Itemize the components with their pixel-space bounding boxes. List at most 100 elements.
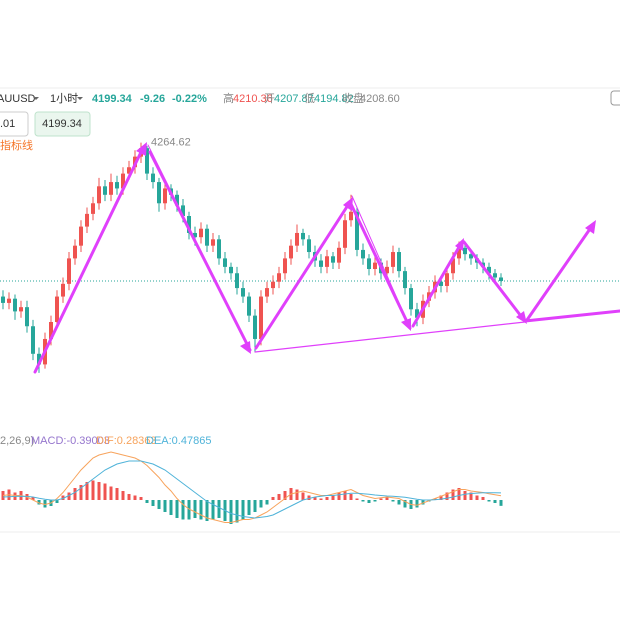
macd-bar	[295, 489, 299, 500]
candle-body	[493, 273, 497, 278]
candle-body	[157, 182, 161, 204]
arrow-head	[585, 220, 596, 234]
dropdown-icon[interactable]	[77, 97, 83, 100]
macd-bar	[493, 500, 497, 503]
macd-bar	[145, 500, 149, 503]
candle-body	[265, 288, 269, 297]
macd-bar	[133, 495, 137, 500]
candle-body	[457, 247, 461, 259]
candle-body	[487, 266, 491, 274]
macd-bar	[31, 497, 35, 500]
macd-bar	[421, 500, 425, 505]
indicator-link[interactable]: 指标线	[0, 138, 33, 152]
candle-body	[295, 232, 299, 246]
candle-body	[175, 194, 179, 206]
macd-bar	[235, 500, 239, 523]
macd-bar	[397, 500, 401, 505]
neckline	[254, 321, 526, 353]
candle-body	[361, 249, 365, 259]
price-change-pct: -0.22%	[172, 93, 207, 105]
candle-body	[223, 258, 227, 267]
arrow-heads	[136, 142, 596, 354]
candle-body	[109, 182, 113, 195]
candle-body	[397, 252, 401, 272]
macd-bar	[151, 500, 155, 506]
macd-bar	[349, 494, 353, 500]
macd-bar	[313, 497, 317, 500]
candle-body	[463, 247, 467, 255]
high-label: 高	[223, 91, 234, 105]
macd-bar	[271, 497, 275, 500]
macd-bar	[157, 500, 161, 509]
macd-bar	[283, 491, 287, 500]
macd-bar	[253, 500, 257, 512]
open-value: 4207.87	[274, 93, 314, 105]
macd-bar	[259, 500, 263, 508]
input-text[interactable]: .01	[0, 118, 15, 130]
arrow-head	[516, 311, 527, 324]
candle-body	[439, 281, 443, 286]
candle-body	[49, 322, 53, 339]
arrow-head	[240, 341, 251, 354]
settings-button[interactable]	[610, 90, 620, 106]
macd-bar	[445, 492, 449, 500]
macd-bar	[67, 492, 71, 500]
low-value: 4194.82	[314, 93, 354, 105]
candle-body	[409, 288, 413, 310]
candle-body	[85, 213, 89, 227]
candle-body	[67, 258, 71, 284]
candle-body	[127, 167, 131, 174]
candle-body	[91, 203, 95, 214]
interval[interactable]: 1小时	[50, 92, 78, 105]
wave-arrow	[411, 240, 464, 328]
price-box-text[interactable]: 4199.34	[42, 118, 82, 130]
macd-bar	[463, 491, 467, 500]
candle-body	[343, 220, 347, 248]
candle-body	[7, 298, 11, 303]
candle-body	[145, 148, 149, 174]
candle-body	[13, 298, 17, 312]
neckline	[523, 309, 620, 323]
macd-bar	[379, 498, 383, 500]
macd-bar	[439, 495, 443, 500]
symbol[interactable]: AUUSD	[0, 93, 36, 105]
candle-body	[181, 205, 185, 216]
macd-bar	[181, 500, 185, 520]
candle-body	[301, 232, 305, 240]
candle-body	[253, 315, 257, 339]
wave-arrow	[462, 240, 526, 322]
candle-body	[229, 266, 233, 274]
candle-body	[73, 245, 77, 259]
wave-arrow	[525, 224, 594, 322]
candle-body	[163, 188, 167, 204]
macd-bar	[199, 500, 203, 520]
macd-bar	[121, 491, 125, 500]
price-box[interactable]	[34, 111, 91, 137]
macd-bar	[61, 495, 65, 500]
candle-body	[79, 226, 83, 246]
open-label: 开	[264, 93, 275, 105]
macd-bar	[331, 495, 335, 500]
candle-body	[355, 211, 359, 250]
macd-bar	[211, 500, 215, 520]
macd-bar	[319, 498, 323, 500]
arrow-head	[136, 142, 147, 156]
candle-body	[445, 273, 449, 286]
candle-body	[97, 186, 101, 204]
arrow-head	[401, 318, 411, 331]
macd-bar	[85, 482, 89, 500]
candle-body	[193, 232, 197, 238]
candle-body	[241, 288, 245, 297]
candle-body	[349, 211, 353, 221]
candle-body	[199, 228, 203, 238]
macd-bar	[217, 500, 221, 518]
macd-bar	[355, 498, 359, 500]
dropdown-icon[interactable]	[33, 97, 39, 100]
input-box[interactable]	[0, 111, 29, 137]
close-value: 4208.60	[360, 93, 400, 105]
macd-legend: DEA:0.47865	[146, 435, 211, 447]
last-price: 4199.34	[92, 93, 133, 105]
candle-body	[217, 239, 221, 259]
macd-bar	[391, 500, 395, 502]
